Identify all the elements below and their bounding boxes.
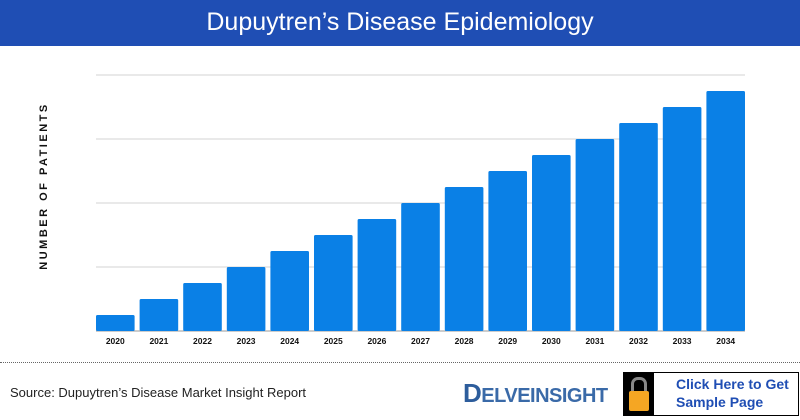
x-tick-label: 2030 [542, 336, 561, 346]
unlock-icon [624, 373, 654, 415]
x-tick-label: 2028 [455, 336, 474, 346]
bar-2034 [706, 91, 745, 331]
bar-2025 [314, 235, 353, 331]
x-tick-label: 2022 [193, 336, 212, 346]
cta-line-2: Sample Page [676, 394, 764, 410]
x-tick-label: 2033 [673, 336, 692, 346]
x-tick-label: 2025 [324, 336, 343, 346]
chart-title-banner: Dupuytren’s Disease Epidemiology [0, 0, 800, 46]
bar-2027 [401, 203, 440, 331]
x-tick-label: 2027 [411, 336, 430, 346]
bar-2026 [357, 219, 397, 331]
x-tick-label: 2031 [585, 336, 604, 346]
bar-2033 [662, 107, 702, 331]
x-tick-label: 2034 [716, 336, 735, 346]
bar-2024 [270, 251, 309, 331]
bar-2028 [444, 187, 484, 331]
bar-2029 [488, 171, 527, 331]
bar-2022 [183, 283, 222, 331]
divider [0, 362, 800, 363]
x-tick-label: 2032 [629, 336, 648, 346]
bar-chart: 2020 2021 2022 2023 2024 2025 2026 2027 2028 2029… [96, 74, 745, 346]
bar-2030 [532, 155, 571, 331]
bar-2031 [575, 139, 615, 331]
x-tick-label: 2029 [498, 336, 517, 346]
x-tick-label: 2026 [367, 336, 386, 346]
delveinsight-logo: DELVEINSIGHT [463, 378, 608, 408]
x-tick-label: 2020 [106, 336, 125, 346]
sample-page-button[interactable]: Click Here to Get Sample Page [623, 372, 799, 416]
bar-2032 [619, 123, 658, 331]
x-tick-label: 2021 [149, 336, 168, 346]
chart-title: Dupuytren’s Disease Epidemiology [206, 8, 594, 36]
bar-2020 [96, 315, 135, 331]
source-note: Source: Dupuytren’s Disease Market Insig… [10, 385, 307, 400]
bar-2023 [226, 267, 266, 331]
x-tick-label: 2023 [237, 336, 256, 346]
x-tick-label: 2024 [280, 336, 299, 346]
cta-line-1: Click Here to Get [676, 376, 789, 392]
bar-2021 [139, 299, 179, 331]
